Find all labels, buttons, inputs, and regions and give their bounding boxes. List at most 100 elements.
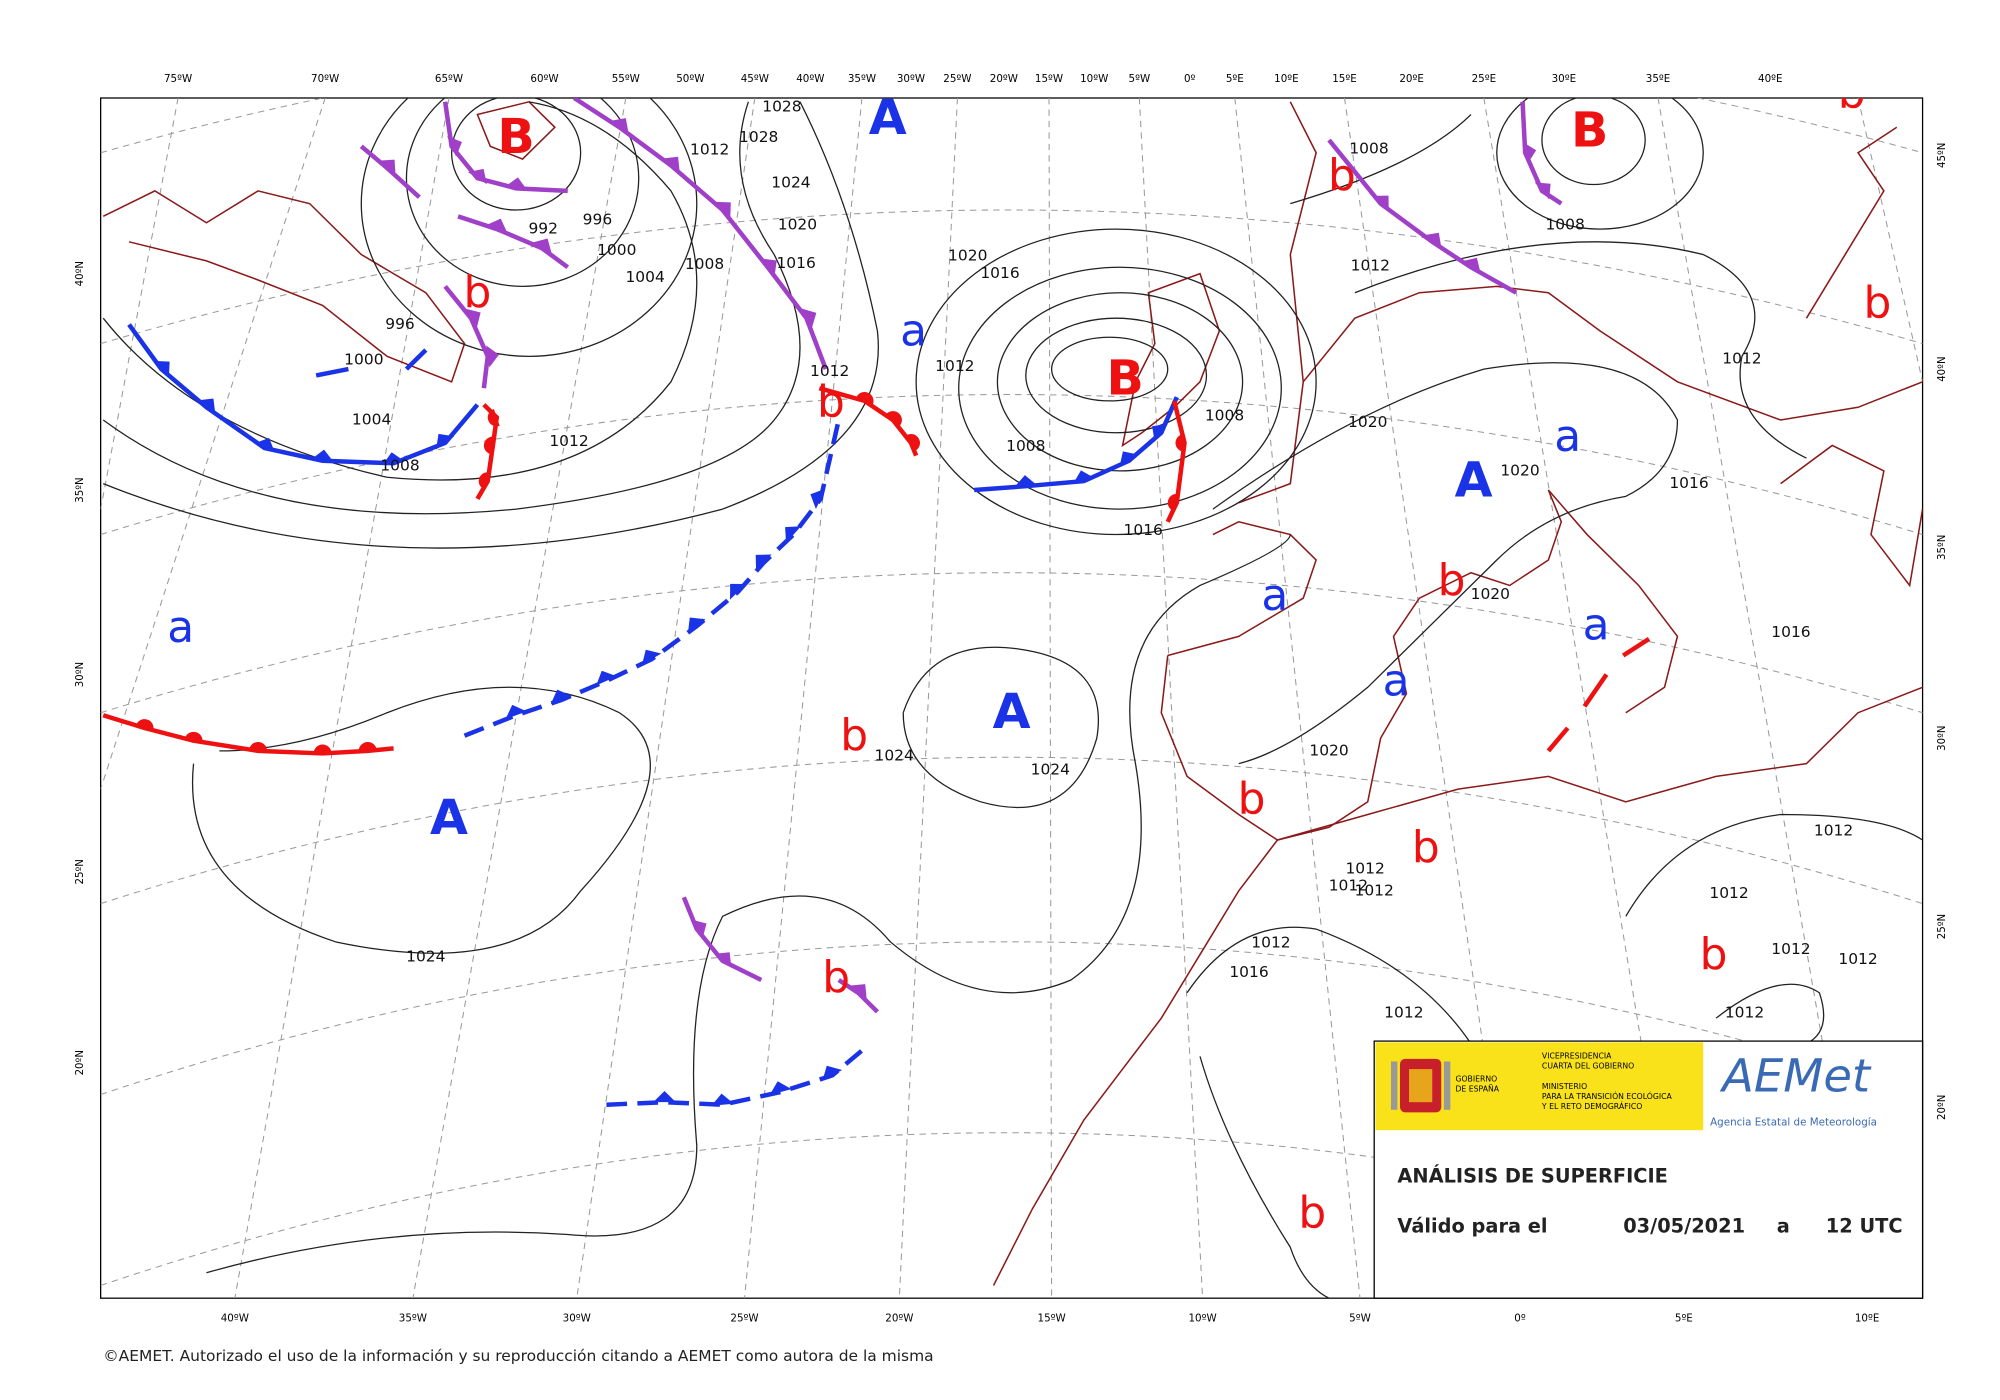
agency-logo: AEMet <box>1719 1049 1872 1103</box>
relative-low: b <box>1838 69 1866 119</box>
isobar-label: 1012 <box>1351 257 1390 275</box>
ministry-line: PARA LA TRANSICIÓN ECOLÓGICA <box>1542 1092 1673 1101</box>
high-center: A <box>430 790 468 846</box>
relative-high: a <box>167 603 194 653</box>
isobar-label: 1020 <box>1471 585 1510 603</box>
left-lat-label: 20ºN <box>74 1050 86 1075</box>
top-lon-label: 0º <box>1184 73 1196 85</box>
top-lon-label: 40ºW <box>796 73 824 85</box>
government-name: DE ESPAÑA <box>1455 1084 1499 1093</box>
ministry-line: MINISTERIO <box>1542 1082 1587 1091</box>
top-lon-label: 65ºW <box>435 73 463 85</box>
bottom-lon-label: 30ºW <box>563 1313 591 1325</box>
relative-low: b <box>1438 556 1466 606</box>
isobar-label: 1016 <box>1124 521 1163 539</box>
isobar-label: 1004 <box>352 411 391 429</box>
isobar-label: 1024 <box>406 948 445 966</box>
isobar-label: 1012 <box>1251 934 1290 952</box>
legend-title: ANÁLISIS DE SUPERFICIE <box>1397 1165 1667 1188</box>
map-labels: 1028101210281024102010161008100410009969… <box>167 69 1891 1239</box>
fronts <box>102 98 1651 1107</box>
bottom-lon-label: 25ºW <box>730 1313 758 1325</box>
bottom-lon-label: 20ºW <box>885 1313 913 1325</box>
top-lon-label: 30ºE <box>1552 73 1577 85</box>
agency-name: Agencia Estatal de Meteorología <box>1710 1117 1877 1129</box>
relative-high: a <box>1261 571 1288 621</box>
isobar-label: 1020 <box>1348 413 1387 431</box>
isobar-label: 1012 <box>1384 1004 1423 1022</box>
government-name: GOBIERNO <box>1455 1074 1497 1083</box>
top-lon-label: 25ºW <box>943 73 971 85</box>
top-lon-label: 15ºW <box>1035 73 1063 85</box>
relative-high: a <box>1583 601 1610 651</box>
isobar-label: 1012 <box>1725 1004 1764 1022</box>
top-lon-label: 25ºE <box>1472 73 1497 85</box>
right-lat-label: 25ºN <box>1936 914 1948 939</box>
valid-connector: a <box>1777 1214 1790 1237</box>
top-lon-label: 75ºW <box>164 73 192 85</box>
isobar-label: 1008 <box>1006 437 1045 455</box>
legend-box: GOBIERNO DE ESPAÑA VICEPRESIDENCIA CUARTA… <box>1373 1040 1924 1299</box>
relative-low: b <box>1298 1189 1326 1239</box>
isobar-label: 1020 <box>1500 461 1539 479</box>
isobar-label: 1012 <box>1814 822 1853 840</box>
relative-low: b <box>1412 823 1440 873</box>
isobar-label: 1012 <box>690 141 729 159</box>
isobar-label: 1012 <box>1329 876 1368 894</box>
top-lon-label: 70ºW <box>311 73 339 85</box>
bottom-lon-label: 0º <box>1514 1313 1526 1325</box>
isobar-label: 992 <box>528 220 558 238</box>
bottom-lon-label: 10ºW <box>1188 1313 1216 1325</box>
high-center: A <box>993 684 1031 740</box>
coordinate-labels: 75ºW 70ºW 65ºW 60ºW 55ºW 50ºW 45ºW 40ºW 35ºW 30ºW… <box>74 73 1948 1325</box>
valid-date: 03/05/2021 <box>1623 1214 1745 1237</box>
isobar-label: 1020 <box>1309 741 1348 759</box>
top-lon-label: 30ºW <box>897 73 925 85</box>
isobar-label: 1012 <box>1722 349 1761 367</box>
isobar-label: 1012 <box>1771 940 1810 958</box>
top-lon-label: 10ºW <box>1080 73 1108 85</box>
isobar-label: 1000 <box>597 241 636 259</box>
left-lat-label: 35ºN <box>74 477 86 502</box>
right-lat-label: 30ºN <box>1936 725 1948 750</box>
isobar-label: 1024 <box>875 747 914 765</box>
relative-low: b <box>1328 151 1356 201</box>
isobar-label: 1028 <box>762 97 801 115</box>
left-lat-label: 40ºN <box>74 261 86 286</box>
isobar-label: 1012 <box>1709 884 1748 902</box>
isobar-label: 1008 <box>1349 139 1388 157</box>
left-lat-label: 25ºN <box>74 859 86 884</box>
bottom-lon-label: 40ºW <box>221 1313 249 1325</box>
top-lon-label: 20ºW <box>990 73 1018 85</box>
low-center: B <box>1106 351 1143 407</box>
isobar-label: 1008 <box>380 456 419 474</box>
isobar-label: 1020 <box>948 246 987 264</box>
top-lon-label: 5ºW <box>1129 73 1151 85</box>
copyright: ©AEMET. Autorizado el uso de la informac… <box>103 1347 933 1365</box>
isobar-label: 1020 <box>778 216 817 234</box>
isobar-label: 1016 <box>1669 474 1708 492</box>
right-lat-label: 45ºN <box>1936 143 1948 168</box>
left-lat-label: 30ºN <box>74 662 86 687</box>
top-lon-label: 45ºW <box>741 73 769 85</box>
low-center: B <box>1571 103 1608 159</box>
bottom-lon-label: 5ºW <box>1349 1313 1371 1325</box>
isobar-label: 996 <box>583 211 613 229</box>
isobar-label: 1000 <box>344 351 383 369</box>
ministry-line: Y EL RETO DEMOGRÁFICO <box>1541 1102 1642 1111</box>
isobar-label: 1016 <box>980 264 1019 282</box>
relative-low: b <box>840 711 868 761</box>
relative-low: b <box>822 953 850 1003</box>
isobar-label: 1012 <box>1355 881 1394 899</box>
bottom-lon-label: 15ºW <box>1038 1313 1066 1325</box>
isobar-label: 1012 <box>1345 860 1384 878</box>
isobar-label: 1016 <box>1771 623 1810 641</box>
relative-high: a <box>900 307 927 357</box>
low-center: B <box>497 109 534 165</box>
isobar-label: 1012 <box>1838 950 1877 968</box>
bottom-lon-label: 35ºW <box>399 1313 427 1325</box>
isobar-label: 1012 <box>810 362 849 380</box>
top-lon-label: 60ºW <box>530 73 558 85</box>
coat-of-arms <box>1390 1058 1451 1113</box>
